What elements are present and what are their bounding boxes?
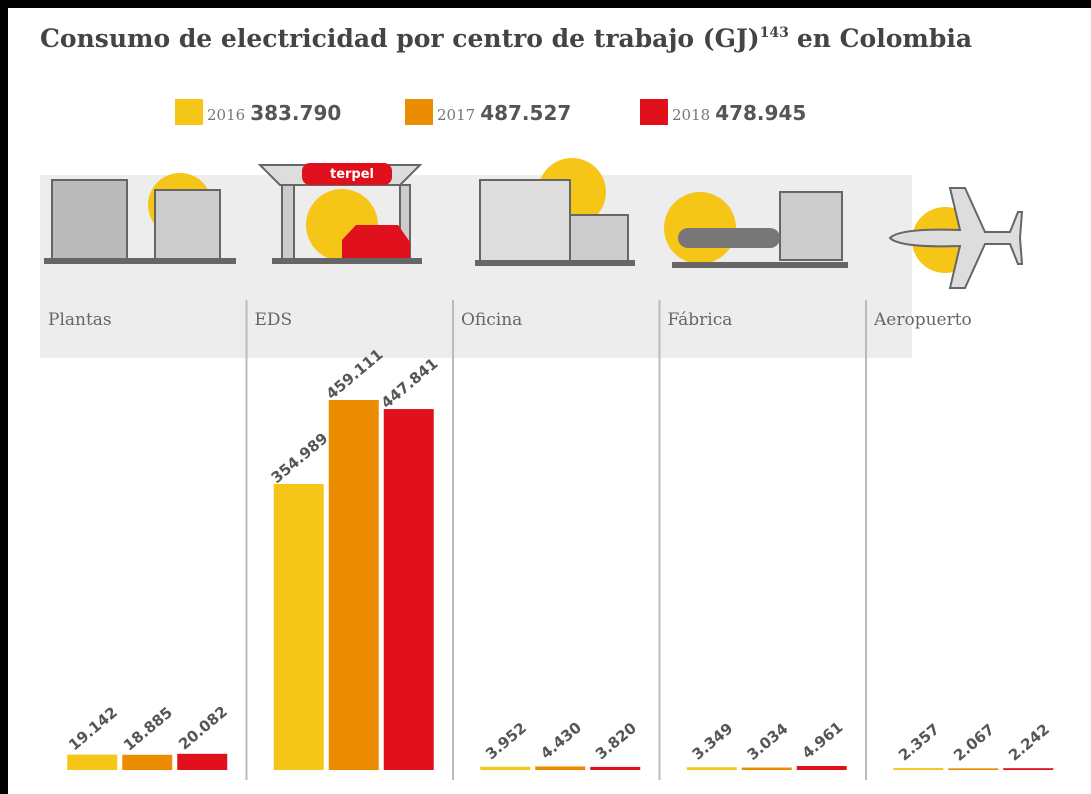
bar — [535, 766, 586, 770]
bar — [686, 767, 737, 770]
legend-name: 2016 — [207, 106, 245, 124]
bar — [796, 766, 847, 770]
category-label: EDS — [255, 310, 293, 330]
bar — [590, 766, 641, 770]
bar — [383, 409, 434, 770]
bar — [177, 753, 228, 770]
legend-total: 478.945 — [715, 101, 806, 125]
icon-label: terpel — [330, 167, 374, 182]
bar — [67, 754, 118, 770]
title-note: 143 — [760, 25, 789, 41]
legend-total: 383.790 — [250, 101, 341, 125]
legend-entry: 2016 383.790 — [207, 101, 341, 125]
category-label: Fábrica — [668, 310, 733, 330]
bar — [328, 400, 379, 770]
bar — [273, 483, 324, 770]
bar — [1003, 768, 1054, 770]
legend-swatch — [175, 99, 203, 125]
bar — [948, 768, 999, 770]
category-label: Oficina — [461, 310, 522, 330]
bar — [480, 766, 531, 770]
legend-entry: 2017 487.527 — [437, 101, 571, 125]
title-main: Consumo de electricidad por centro de tr… — [40, 24, 760, 53]
legend-swatch — [640, 99, 668, 125]
bar — [122, 754, 173, 770]
bar — [741, 767, 792, 770]
chart-title: Consumo de electricidad por centro de tr… — [40, 24, 972, 53]
category-label: Aeropuerto — [873, 310, 972, 330]
legend-entry: 2018 478.945 — [672, 101, 806, 125]
legend-swatch — [405, 99, 433, 125]
legend-total: 487.527 — [480, 101, 571, 125]
legend-name: 2017 — [437, 106, 475, 124]
legend-name: 2018 — [672, 106, 710, 124]
category-label: Plantas — [48, 310, 112, 330]
title-tail: en Colombia — [797, 24, 972, 53]
icons: terpel — [44, 158, 1024, 289]
panel — [8, 8, 1091, 794]
bar — [893, 768, 944, 770]
